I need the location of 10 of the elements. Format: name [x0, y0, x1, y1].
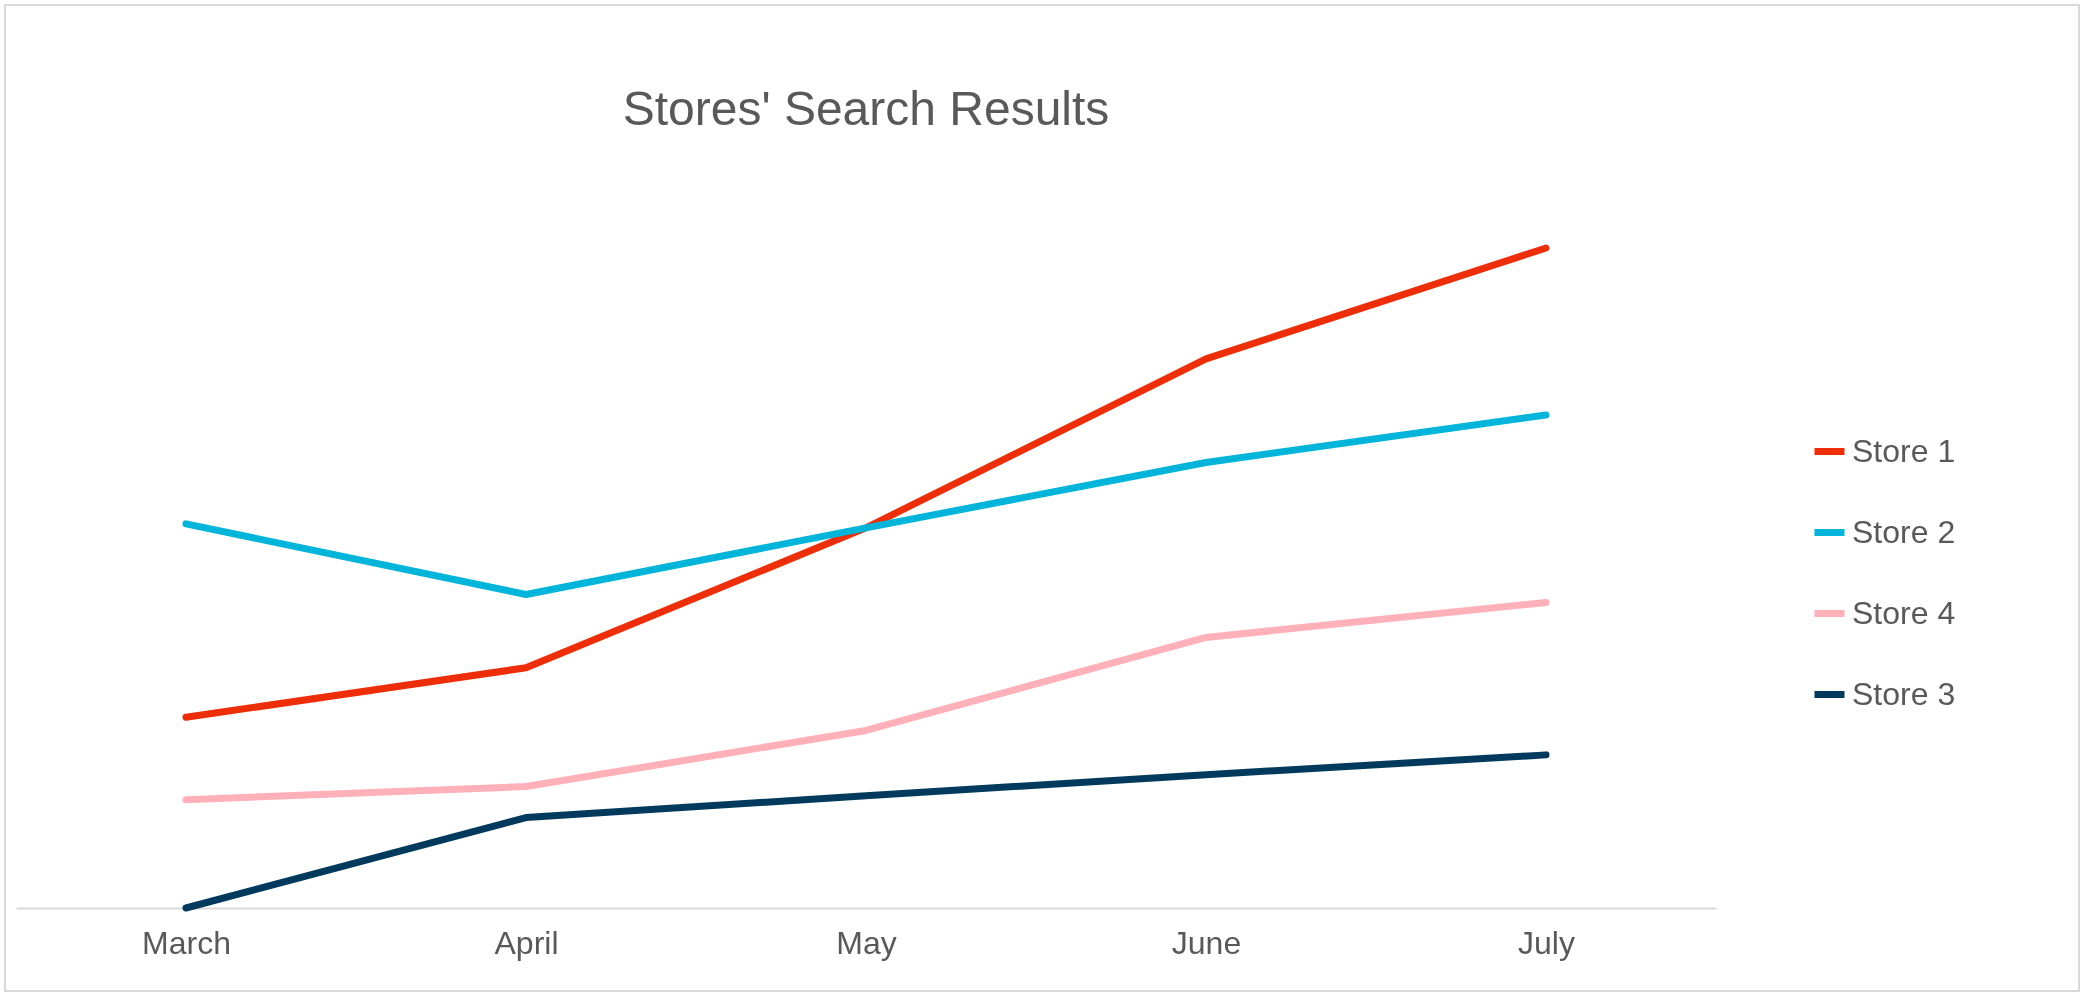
x-tick-label: May — [836, 924, 897, 961]
x-tick-label: April — [494, 924, 559, 961]
legend-label: Store 2 — [1852, 513, 1956, 550]
legend-label: Store 4 — [1852, 594, 1956, 631]
x-tick-label: June — [1171, 924, 1242, 961]
legend-label: Store 3 — [1852, 675, 1956, 712]
chart-title: Stores' Search Results — [622, 81, 1110, 135]
x-tick-label: March — [142, 924, 231, 961]
legend-label: Store 1 — [1852, 432, 1956, 469]
x-tick-label: July — [1518, 924, 1575, 961]
